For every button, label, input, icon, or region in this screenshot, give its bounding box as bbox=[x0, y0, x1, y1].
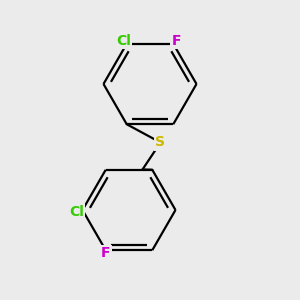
Text: Cl: Cl bbox=[69, 205, 84, 218]
Text: Cl: Cl bbox=[116, 34, 131, 48]
Text: F: F bbox=[101, 246, 110, 260]
Text: S: S bbox=[155, 136, 166, 149]
Text: F: F bbox=[172, 34, 181, 48]
